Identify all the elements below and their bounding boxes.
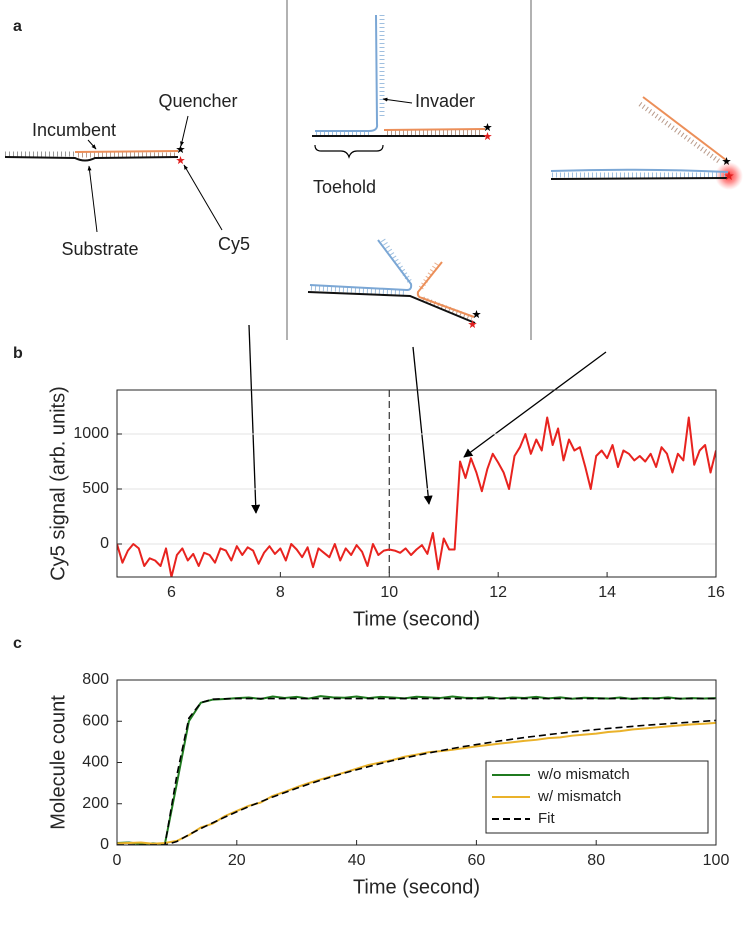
y-tick-label: 0 (100, 535, 109, 552)
annotation: Incumbent (32, 120, 116, 140)
panel-label: b (13, 345, 23, 362)
annotation: Invader (415, 91, 475, 111)
data-line (117, 719, 716, 845)
strand-diagram (307, 238, 481, 329)
y-tick-label: 200 (82, 795, 109, 812)
legend-label: w/o mismatch (537, 766, 630, 783)
y-tick-label: 600 (82, 712, 109, 729)
y-axis-label: Molecule count (47, 695, 69, 830)
x-tick-label: 8 (276, 584, 285, 601)
x-tick-label: 16 (707, 584, 725, 601)
y-tick-label: 400 (82, 754, 109, 771)
chart: 0 500 1000 6 8 10 12 14 16 Time (second) Cy5 signa… (13, 345, 725, 630)
annotation: Substrate (61, 239, 138, 259)
strand-diagram (4, 115, 223, 233)
legend-label: w/ mismatch (537, 788, 621, 805)
strand-diagram (312, 14, 492, 159)
data-line (117, 416, 716, 577)
strand-diagram (550, 96, 743, 190)
annotation: Cy5 (218, 234, 250, 254)
x-tick-label: 80 (587, 852, 605, 869)
axes-frame (116, 679, 717, 846)
y-axis-label: Cy5 signal (arb. units) (47, 386, 69, 581)
chart: 0 200 400 600 800 0 20 40 60 80 100 Time (second) Mo… (13, 635, 729, 898)
y-tick-label: 0 (100, 836, 109, 853)
y-tick-label: 500 (82, 480, 109, 497)
x-axis-label: Time (second) (353, 608, 480, 630)
panel-label: a (13, 18, 22, 35)
x-tick-label: 12 (489, 584, 507, 601)
x-axis-label: Time (second) (353, 876, 480, 898)
x-tick-label: 10 (380, 584, 398, 601)
connector-arrows (248, 324, 607, 514)
y-tick-label: 1000 (73, 425, 109, 442)
annotation: Quencher (158, 91, 237, 111)
x-tick-label: 60 (468, 852, 486, 869)
x-tick-label: 6 (167, 584, 176, 601)
x-tick-label: 100 (703, 852, 730, 869)
x-tick-label: 40 (348, 852, 366, 869)
panel-a: a Incumbent Quencher Substrate Cy5 (4, 0, 743, 340)
x-tick-label: 0 (113, 852, 122, 869)
panel-label: c (13, 635, 22, 652)
x-tick-label: 20 (228, 852, 246, 869)
y-tick-label: 800 (82, 671, 109, 688)
legend-label: Fit (538, 810, 555, 827)
axes-frame (116, 389, 717, 578)
annotation: Toehold (313, 177, 376, 197)
data-line (117, 697, 716, 845)
x-tick-label: 14 (598, 584, 616, 601)
